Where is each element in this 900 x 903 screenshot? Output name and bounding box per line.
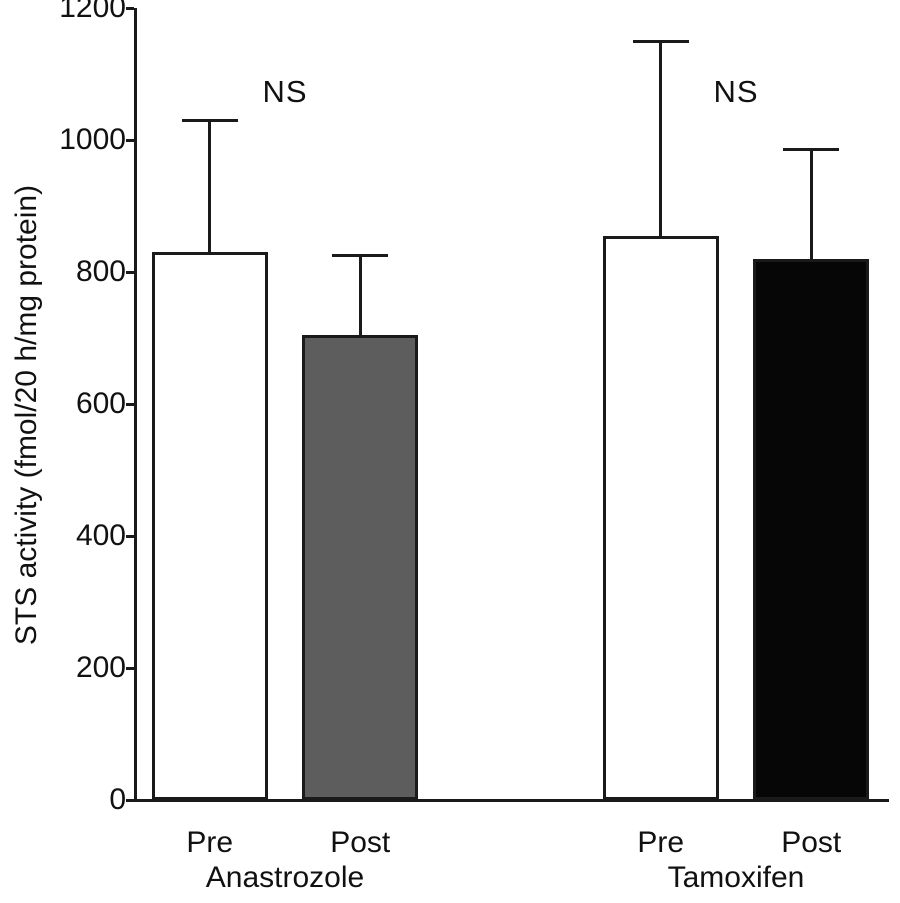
- y-tick-label: 1000: [59, 123, 126, 156]
- error-bar-cap-post-tamoxifen: [783, 148, 840, 152]
- ns-annotation-anastrozole: NS: [262, 74, 308, 109]
- x-axis-line: [133, 798, 889, 802]
- y-tick-label: 600: [75, 387, 126, 420]
- error-bar-cap-pre-anastrozole: [181, 118, 238, 122]
- bar-pre-anastrozole: [151, 252, 268, 800]
- y-tick-label: 800: [75, 255, 126, 288]
- error-bar-stem-post-anastrozole: [358, 255, 362, 335]
- category-label-pre-anastrozole: Pre: [186, 826, 234, 859]
- error-bar-cap-post-anastrozole: [332, 254, 389, 257]
- error-bar-stem-post-tamoxifen: [809, 149, 813, 259]
- group-label-anastrozole: Anastrozole: [205, 861, 365, 894]
- category-label-post-anastrozole: Post: [330, 826, 391, 859]
- y-tick-mark: [125, 270, 134, 274]
- error-bar-cap-pre-tamoxifen: [632, 39, 689, 43]
- y-tick-label: 400: [75, 519, 126, 552]
- y-tick-mark: [125, 6, 134, 10]
- error-bar-stem-pre-anastrozole: [208, 120, 212, 253]
- y-tick-label: 200: [75, 651, 126, 684]
- y-tick-mark: [125, 138, 134, 142]
- y-tick-mark: [125, 666, 134, 670]
- y-tick-mark: [125, 534, 134, 538]
- category-label-pre-tamoxifen: Pre: [637, 826, 685, 859]
- error-bar-stem-pre-tamoxifen: [659, 41, 663, 236]
- y-axis-line: [133, 8, 137, 800]
- y-tick-mark: [125, 402, 134, 406]
- y-tick-label: 1200: [59, 0, 126, 24]
- bar-pre-tamoxifen: [602, 235, 719, 800]
- y-tick-label: 0: [109, 783, 126, 816]
- bar-post-tamoxifen: [753, 258, 870, 800]
- category-label-post-tamoxifen: Post: [781, 826, 842, 859]
- group-label-tamoxifen: Tamoxifen: [667, 861, 805, 894]
- y-tick-mark: [125, 798, 134, 802]
- bar-post-anastrozole: [302, 334, 419, 800]
- ns-annotation-tamoxifen: NS: [713, 74, 759, 109]
